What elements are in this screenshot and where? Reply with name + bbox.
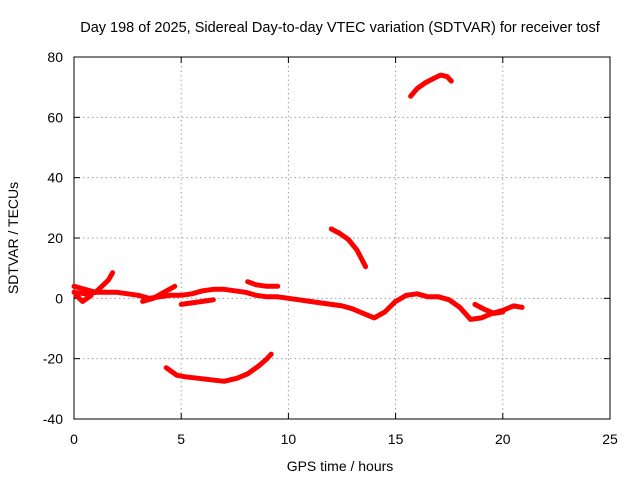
- y-tick-label: 20: [47, 230, 63, 246]
- series-layer: [71, 72, 525, 384]
- x-tick-label: 25: [602, 431, 618, 447]
- series-arc-8h: [245, 279, 281, 289]
- series-arc-main: [71, 286, 525, 322]
- x-tick-label: 15: [388, 431, 404, 447]
- x-tick-label: 5: [177, 431, 185, 447]
- series-arc-19h: [472, 301, 506, 316]
- series-arc-bump-4: [140, 283, 178, 304]
- grid-layer: [74, 57, 610, 419]
- chart-title: Day 198 of 2025, Sidereal Day-to-day VTE…: [80, 20, 600, 36]
- y-tick-label: -40: [43, 411, 63, 427]
- y-tick-label: 60: [47, 109, 63, 125]
- y-tick-label: 80: [47, 49, 63, 65]
- y-tick-label: 0: [55, 290, 63, 306]
- series-arc-16h: [408, 72, 454, 99]
- series-arc-early: [71, 270, 116, 295]
- x-tick-label: 10: [281, 431, 297, 447]
- series-arc-12h: [328, 226, 369, 270]
- series-arc-dip-start: [73, 292, 94, 304]
- series-arc-negative: [163, 351, 274, 384]
- y-tick-label: 40: [47, 170, 63, 186]
- x-axis-label: GPS time / hours: [287, 458, 394, 474]
- y-axis-label: SDTVAR / TECUs: [5, 182, 21, 294]
- x-tick-label: 20: [495, 431, 511, 447]
- ticks-layer: 0 5 10 15 20 25 -40 -20 0 20 40 60 80: [43, 49, 618, 447]
- y-tick-label: -20: [43, 351, 63, 367]
- series-arc-mid-low: [178, 297, 216, 307]
- x-tick-label: 0: [70, 431, 78, 447]
